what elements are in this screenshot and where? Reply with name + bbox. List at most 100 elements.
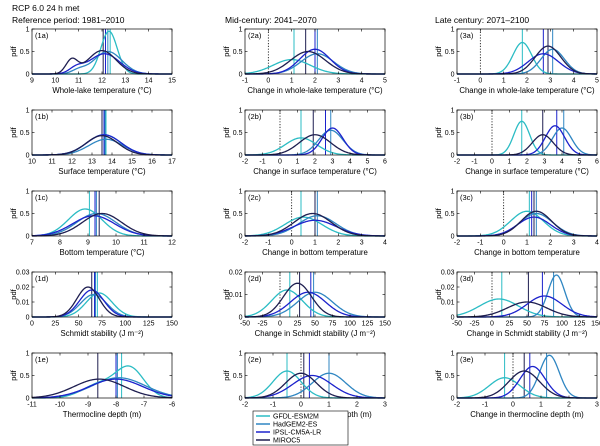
y-axis-label: pdf <box>9 207 18 218</box>
y-tick-label: 0.5 <box>233 49 243 56</box>
x-tick-label: 100 <box>344 321 356 328</box>
x-tick-label: 3 <box>595 402 599 409</box>
x-tick-label: 4 <box>383 240 387 247</box>
y-axis-label: pdf <box>9 126 18 137</box>
x-axis-label: Schmidt stability (J m⁻²) <box>61 329 144 338</box>
pdf-curve-ipsl-cm5a-lr <box>31 215 172 237</box>
x-tick-label: 1 <box>539 402 543 409</box>
x-tick-label: 100 <box>119 321 131 328</box>
x-tick-label: -50 <box>240 321 250 328</box>
y-tick-label: 1 <box>451 189 455 196</box>
y-tick-label: 0.5 <box>233 373 243 380</box>
x-axis-label: Change in thermocline depth (m) <box>470 410 584 419</box>
y-axis-label: pdf <box>434 288 443 299</box>
x-tick-label: 0 <box>502 240 506 247</box>
y-tick-label: 0.5 <box>20 130 30 137</box>
x-tick-label: 10 <box>112 240 120 247</box>
x-tick-label: 25 <box>51 321 59 328</box>
x-tick-label: 11 <box>140 240 147 247</box>
figure-title: RCP 6.0 24 h met <box>12 3 80 13</box>
x-tick-label: 12 <box>68 159 76 166</box>
x-tick-label: -1 <box>477 240 483 247</box>
column-title-mid-century: Mid-century: 2041–2070 <box>225 15 317 25</box>
pdf-curve-miroc5 <box>457 301 597 318</box>
x-tick-label: 12 <box>98 78 106 85</box>
panel-3b: -2 -1 0 1 2 3 4 5 6 0 0.5 1 pdf (3b) Change in surface… <box>434 108 599 177</box>
panel-3e: -2 -1 0 1 2 3 0 0.5 1 pdf (3e) Change in thermoclin… <box>434 351 599 420</box>
panel-2c: -2 -1 0 1 2 3 4 0 0.5 1 pdf (2c) Change in bottom te… <box>222 189 387 258</box>
y-tick-label: 0 <box>451 234 455 241</box>
x-tick-label: -2 <box>242 402 248 409</box>
x-tick-label: 100 <box>556 321 568 328</box>
x-tick-label: 4 <box>348 159 352 166</box>
pdf-curve-ipsl-cm5a-lr <box>244 374 386 399</box>
x-tick-label: 8 <box>58 240 62 247</box>
y-tick-label: 0.02 <box>16 285 30 292</box>
x-tick-label: 75 <box>98 321 106 328</box>
panel-label: (2e) <box>248 355 262 364</box>
panel-label: (3c) <box>460 193 473 202</box>
x-tick-label: -2 <box>454 402 460 409</box>
panel-background <box>32 272 172 317</box>
x-tick-label: 75 <box>329 321 337 328</box>
panel-label: (1c) <box>35 193 48 202</box>
x-tick-label: 0 <box>30 321 34 328</box>
column-title-reference: Reference period: 1981–2010 <box>12 15 125 25</box>
x-tick-label: 1 <box>296 159 300 166</box>
x-tick-label: 15 <box>128 159 136 166</box>
pdf-curve-miroc5 <box>32 212 172 237</box>
x-tick-label: 5 <box>595 78 599 85</box>
panel-background <box>32 353 172 398</box>
x-tick-label: 2 <box>336 240 340 247</box>
x-axis-label: Change in surface temperature (°C) <box>465 167 589 176</box>
x-tick-label: -1 <box>242 78 248 85</box>
x-tick-label: 0 <box>278 321 282 328</box>
y-tick-label: 0.5 <box>445 211 455 218</box>
x-tick-label: 50 <box>75 321 83 328</box>
x-tick-label: 0 <box>266 78 270 85</box>
y-axis-label: pdf <box>434 207 443 218</box>
panel-1a: 9 10 11 12 13 14 15 0 0.5 1 pdf (1a) Whole-lake temp… <box>9 27 176 96</box>
y-tick-label: 1 <box>451 108 455 115</box>
y-tick-label: 1 <box>26 351 30 358</box>
x-tick-label: -9 <box>85 402 91 409</box>
x-tick-label: 15 <box>168 78 176 85</box>
panel-3d: -50 -25 0 25 50 75 100 125 150 0 0.01 0.02 0.03 pdf (3… <box>434 270 600 339</box>
x-tick-label: 2 <box>548 240 552 247</box>
y-tick-label: 1 <box>239 189 243 196</box>
panel-label: (2a) <box>248 31 262 40</box>
x-axis-label: Change in Schmidt stability (J m⁻²) <box>255 329 376 338</box>
x-tick-label: 2 <box>313 159 317 166</box>
x-tick-label: 2 <box>313 78 317 85</box>
x-axis-label: Change in surface temperature (°C) <box>253 167 377 176</box>
x-tick-label: -1 <box>471 159 477 166</box>
panel-label: (3a) <box>460 31 474 40</box>
y-tick-label: 0 <box>239 315 243 322</box>
x-tick-label: -11 <box>27 402 37 409</box>
pdf-curve-ipsl-cm5a-lr <box>31 378 173 399</box>
x-tick-label: -1 <box>259 159 265 166</box>
x-tick-label: 10 <box>51 78 59 85</box>
y-tick-label: 0 <box>239 72 243 79</box>
x-tick-label: 150 <box>166 321 178 328</box>
panel-1b: 10 11 12 13 14 15 16 17 0 0.5 1 pdf (1b) Surface temp… <box>9 108 176 177</box>
y-tick-label: 1 <box>26 27 30 34</box>
x-tick-label: 1 <box>508 159 512 166</box>
panel-label: (1a) <box>35 31 49 40</box>
x-tick-label: 1 <box>313 240 317 247</box>
x-tick-label: 2 <box>355 402 359 409</box>
x-axis-label: Bottom temperature (°C) <box>59 248 144 257</box>
x-tick-label: 6 <box>595 159 599 166</box>
panel-label: (1d) <box>35 274 49 283</box>
x-tick-label: 7 <box>30 240 34 247</box>
x-tick-label: 5 <box>366 159 370 166</box>
panel-1c: 7 8 9 10 11 12 0 0.5 1 pdf (1c) Bottom temperature … <box>9 189 176 258</box>
y-tick-label: 0 <box>26 315 30 322</box>
panel-label: (1b) <box>35 112 49 121</box>
x-tick-label: 13 <box>88 159 96 166</box>
y-tick-label: 0 <box>26 72 30 79</box>
